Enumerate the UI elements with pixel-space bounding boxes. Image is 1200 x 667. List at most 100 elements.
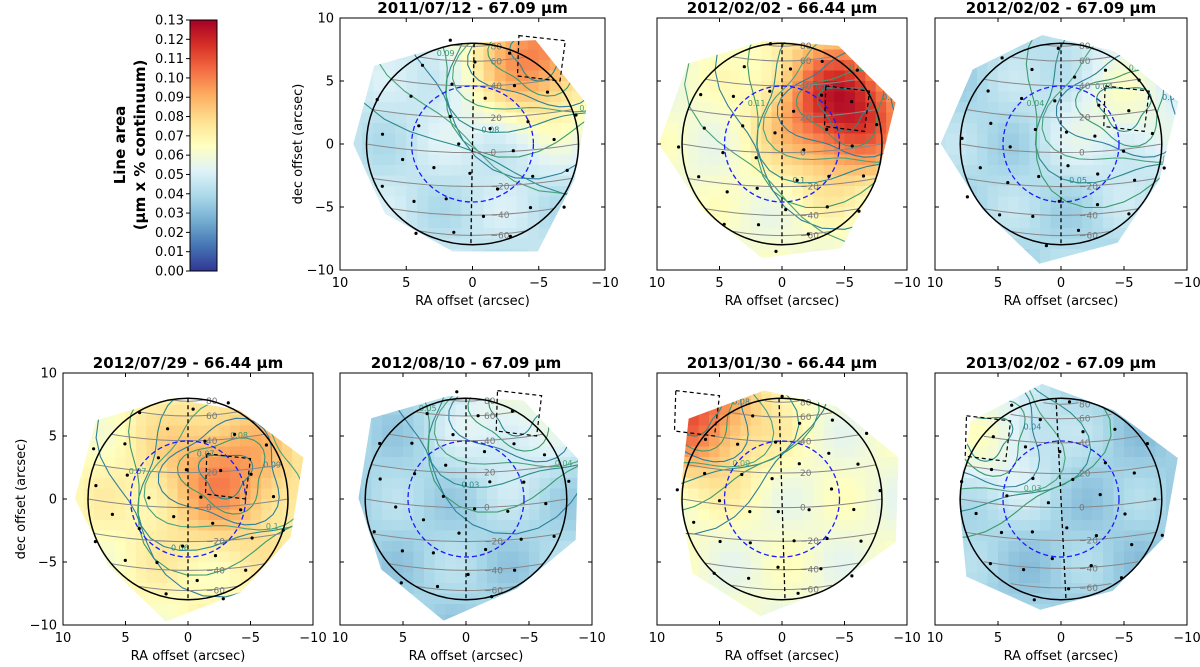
heatmap-cell — [966, 81, 978, 93]
heatmap-cell — [417, 40, 429, 51]
heatmap-cell — [571, 562, 579, 574]
heatmap-cell — [1019, 217, 1031, 229]
heatmap-cell — [813, 207, 825, 219]
heatmap-cell — [958, 383, 968, 395]
heatmap-cell — [1061, 70, 1073, 82]
heatmap-cell — [538, 217, 551, 229]
heatmap-cell — [677, 165, 689, 177]
heatmap-cell — [875, 196, 887, 208]
heatmap-cell — [582, 478, 593, 489]
heatmap-cell — [527, 249, 540, 252]
latitude-label: −20 — [800, 183, 819, 193]
heatmap-cell — [582, 457, 593, 468]
heatmap-cell — [74, 499, 85, 511]
heatmap-cell — [844, 509, 856, 521]
heatmap-cell — [353, 133, 363, 145]
heatmap-cell — [382, 478, 394, 490]
heatmap-cell — [505, 91, 518, 103]
sample-points — [677, 42, 879, 253]
heatmap-cell — [494, 165, 507, 177]
x-tick-label: −10 — [1173, 276, 1200, 291]
heatmap-cell — [550, 396, 562, 406]
heatmap-cell — [582, 249, 588, 252]
heatmap-cell — [198, 373, 209, 384]
heatmap-cell — [1124, 165, 1136, 177]
sample-point — [1020, 96, 1024, 101]
sample-points — [960, 46, 1166, 248]
heatmap-cell — [104, 415, 116, 427]
contour-label: 0.04 — [1026, 99, 1044, 108]
heatmap-cell — [1134, 488, 1146, 500]
heatmap-cell — [1029, 394, 1041, 406]
heatmap-cell — [657, 583, 668, 594]
heatmap-cell — [250, 478, 262, 490]
heatmap-cell — [1166, 488, 1178, 500]
heatmap-cell — [966, 228, 978, 240]
heatmap-cell — [1176, 457, 1178, 469]
heatmap-cell — [677, 217, 689, 229]
heatmap-cell — [698, 562, 710, 574]
latitude-line — [372, 177, 573, 187]
heatmap-cell — [135, 436, 147, 448]
heatmap-cell — [1113, 383, 1125, 395]
sample-point — [820, 93, 824, 97]
heatmap-cell — [1092, 165, 1104, 177]
heatmap-cell — [1072, 615, 1083, 626]
heatmap-cell — [527, 123, 540, 135]
heatmap-cell — [998, 509, 1010, 521]
heatmap-cell — [505, 196, 518, 208]
heatmap-cell — [527, 154, 540, 166]
sample-point — [1132, 471, 1136, 475]
heatmap-cell — [1008, 562, 1020, 574]
heatmap-cell — [813, 562, 825, 574]
heatmap-cell — [823, 217, 835, 229]
contour-line — [95, 398, 304, 598]
heatmap-cell — [1113, 196, 1125, 208]
sample-point — [137, 526, 141, 531]
heatmap-cell — [494, 133, 507, 145]
heatmap-cell — [1050, 583, 1062, 595]
heatmap-cell — [987, 604, 999, 610]
heatmap-cell — [571, 467, 579, 479]
heatmap-cell — [83, 541, 95, 553]
heatmap-cell — [529, 604, 541, 616]
heatmap-cell — [667, 186, 679, 198]
heatmap-cell — [945, 35, 957, 40]
heatmap-cell — [582, 196, 588, 208]
heatmap-cell — [886, 509, 898, 521]
heatmap-cell — [730, 18, 741, 29]
heatmap-cell — [1113, 238, 1125, 250]
heatmap-cell — [823, 91, 835, 103]
sample-point — [199, 495, 203, 499]
heatmap-cell — [177, 551, 189, 563]
heatmap-cell — [956, 144, 968, 156]
heatmap-cell — [698, 144, 710, 156]
heatmap-cell — [956, 207, 968, 219]
heatmap-cell — [476, 604, 488, 616]
colorbar-label-line1: Line area — [111, 106, 129, 185]
sample-point — [998, 213, 1002, 217]
heatmap-cell — [94, 499, 106, 511]
y-tick-label: 10 — [40, 367, 57, 382]
heatmap-cell — [281, 541, 293, 553]
heatmap-cell — [771, 186, 783, 198]
heatmap-cell — [571, 593, 579, 605]
heatmap-cell — [539, 593, 551, 605]
heatmap-cell — [1145, 499, 1157, 511]
heatmap-cell — [886, 583, 898, 595]
heatmap-cell — [1134, 123, 1146, 135]
heatmap-cell — [188, 520, 200, 532]
sample-points — [375, 38, 578, 238]
heatmap-cell — [802, 604, 814, 616]
heatmap-cell — [782, 49, 794, 61]
heatmap-cell — [424, 520, 436, 532]
heatmap-cell — [517, 18, 529, 29]
heatmap-cell — [1071, 175, 1083, 187]
heatmap-cell — [658, 40, 669, 51]
heatmap-cell — [582, 91, 588, 103]
heatmap-cell — [677, 228, 689, 240]
heatmap-cell — [403, 604, 415, 616]
heatmap-cell — [340, 144, 352, 155]
heatmap-cell — [977, 583, 989, 595]
heatmap-cell — [156, 478, 168, 490]
